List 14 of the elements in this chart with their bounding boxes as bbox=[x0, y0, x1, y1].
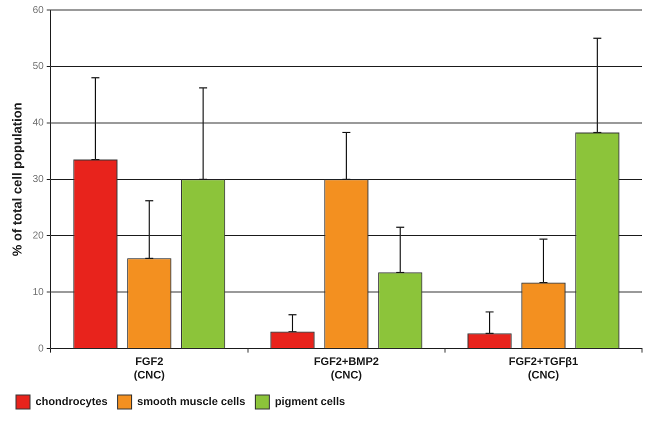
y-tick-label: 0 bbox=[38, 343, 44, 354]
y-tick-label: 10 bbox=[32, 286, 44, 298]
y-tick-label: 50 bbox=[32, 61, 44, 72]
x-tick-label: FGF2+BMP2 (CNC) bbox=[314, 356, 379, 382]
legend-label: smooth muscle cells bbox=[137, 396, 246, 408]
y-tick-label: 30 bbox=[32, 174, 44, 186]
x-tick-label: FGF2 (CNC) bbox=[134, 356, 166, 382]
y-tick-label: 60 bbox=[32, 4, 44, 16]
y-tick-label: 40 bbox=[32, 118, 44, 129]
x-tick-label: FGF2+TGFβ1 (CNC) bbox=[508, 356, 578, 382]
legend-label: chondrocytes bbox=[36, 396, 108, 408]
y-tick-label: 20 bbox=[32, 230, 44, 242]
legend-label: pigment cells bbox=[274, 396, 346, 408]
y-axis-title: % of total cell population bbox=[9, 102, 24, 256]
